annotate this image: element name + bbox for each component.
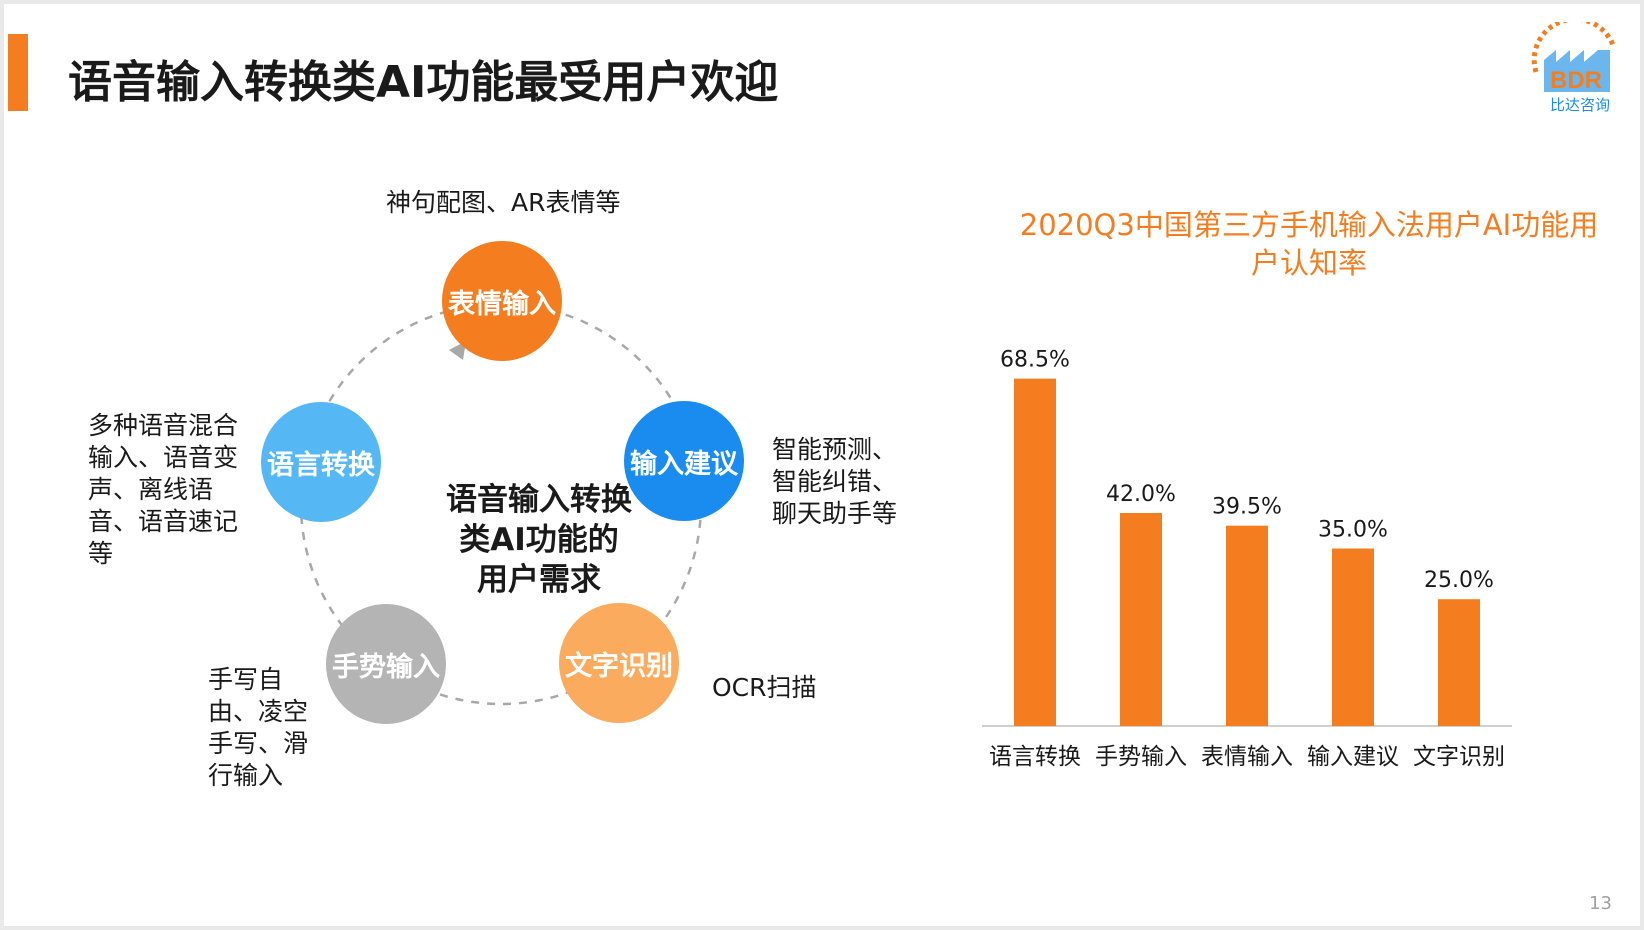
note-input-suggestion: 智能预测、智能纠错、聊天助手等: [772, 435, 898, 528]
bar-0: [1014, 378, 1056, 726]
bar-value-label: 68.5%: [1000, 348, 1070, 373]
bdr-logo: BDR 比达咨询: [1531, 22, 1617, 114]
bar-1: [1120, 513, 1162, 726]
node-language-conversion: 语言转换: [261, 402, 381, 522]
logo-text: BDR: [1550, 67, 1602, 94]
logo-subtext: 比达咨询: [1550, 96, 1610, 114]
x-tick-label: 手势输入: [1095, 744, 1187, 770]
logo-building-icon: [1544, 50, 1610, 92]
node-input-suggestion: 输入建议: [624, 401, 744, 521]
note-language-conversion: 多种语音混合输入、语音变声、离线语音、语音速记等: [88, 411, 239, 568]
page-title: 语音输入转换类AI功能最受用户欢迎: [68, 57, 779, 108]
x-tick-label: 输入建议: [1307, 744, 1399, 770]
slide: 语音输入转换类AI功能最受用户欢迎 BDR 比达咨询 表情输入 输入建议 文字识…: [4, 4, 1640, 926]
x-tick-label: 语言转换: [989, 744, 1081, 770]
title-accent-bar: [8, 34, 28, 111]
bar-3: [1332, 548, 1374, 726]
diagram-center-label: 语音输入转换类AI功能的用户需求: [446, 482, 632, 598]
node-text-recognition: 文字识别: [559, 603, 679, 723]
bar-value-label: 25.0%: [1424, 568, 1494, 593]
bar-chart: 68.5% 语言转换 42.0% 手势输入 39.5% 表情输入 35.0% 输入建议 25.0…: [982, 348, 1512, 770]
node-emoji-input: 表情输入: [442, 241, 562, 361]
note-gesture-input: 手写自由、凌空手写、滑行输入: [208, 665, 309, 790]
bar-value-label: 39.5%: [1212, 495, 1282, 520]
chart-title: 2020Q3中国第三方手机输入法用户AI功能用户认知率: [1019, 208, 1599, 280]
bar-value-label: 35.0%: [1318, 518, 1388, 543]
bar-4: [1438, 599, 1480, 726]
page-number: 13: [1589, 893, 1612, 914]
node-gesture-input: 手势输入: [326, 604, 446, 724]
note-emoji-input: 神句配图、AR表情等: [386, 188, 621, 217]
bar-value-label: 42.0%: [1106, 482, 1176, 507]
bar-2: [1226, 525, 1268, 726]
logo-ring-icon: [1531, 22, 1617, 73]
note-text-recognition: OCR扫描: [712, 673, 817, 702]
x-tick-label: 文字识别: [1413, 744, 1505, 770]
x-tick-label: 表情输入: [1201, 744, 1293, 770]
